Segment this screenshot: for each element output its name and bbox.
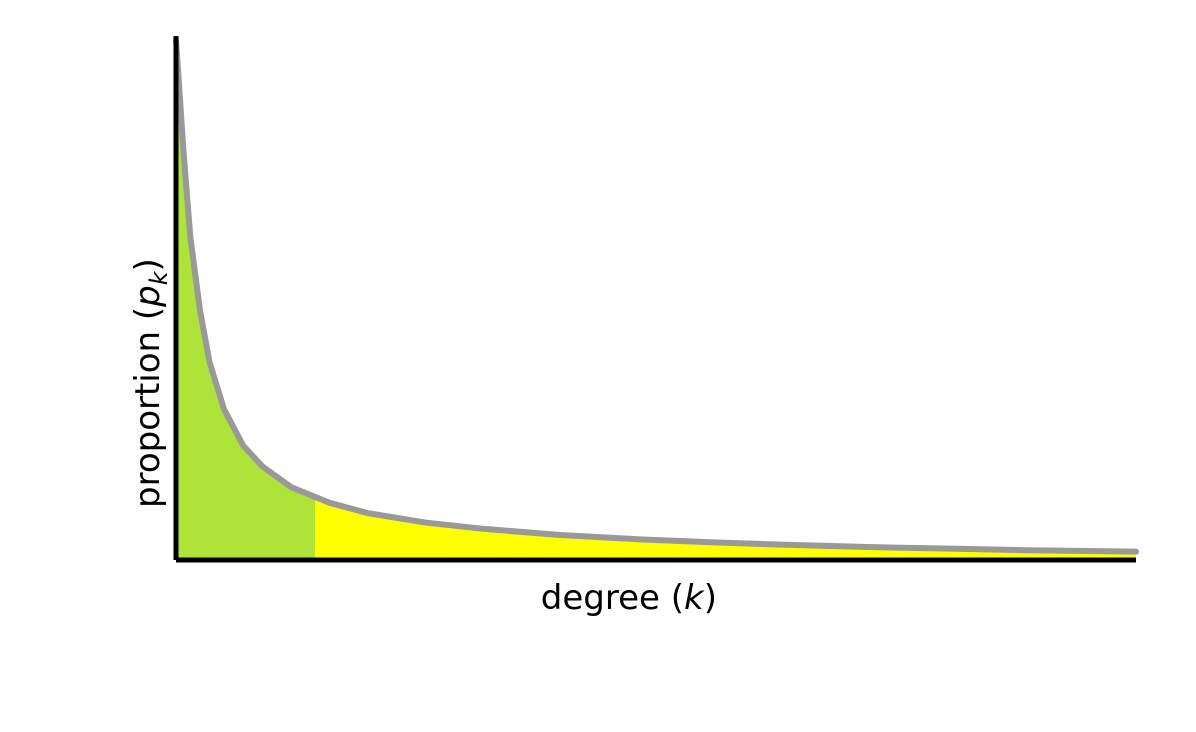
y-axis-label: proportion (pk) <box>128 258 173 508</box>
ylabel-var: p <box>128 285 168 307</box>
ylabel-sub: k <box>145 271 173 285</box>
x-axis-label: degree (k) <box>541 578 717 618</box>
plot-svg <box>0 0 1196 732</box>
xlabel-suffix: ) <box>704 578 717 618</box>
ylabel-text: proportion ( <box>128 307 168 508</box>
degree-distribution-chart: proportion (pk) degree (k) <box>0 0 1196 732</box>
xlabel-var: k <box>684 578 704 618</box>
ylabel-suffix: ) <box>128 258 168 271</box>
xlabel-text: degree ( <box>541 578 684 618</box>
curve <box>176 40 1136 552</box>
